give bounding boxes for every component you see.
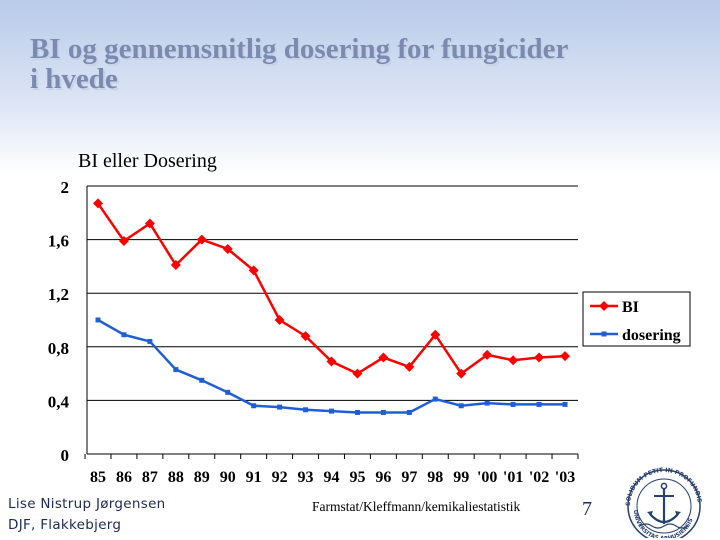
y-tick-label: 0,4 <box>48 392 70 411</box>
y-tick-label: 2 <box>61 178 70 197</box>
chart-legend: BI dosering <box>582 291 691 347</box>
data-point-dosering <box>536 401 542 407</box>
x-tick-label: 91 <box>246 469 262 486</box>
data-point-dosering <box>173 367 179 373</box>
footer-author: Lise Nistrup Jørgensen <box>8 496 166 512</box>
x-tick-label: '01 <box>503 469 523 486</box>
x-tick-label: 90 <box>220 469 236 486</box>
footer-author-block: Lise Nistrup Jørgensen DJF, Flakkebjerg <box>8 494 166 536</box>
data-point-bi <box>456 368 467 379</box>
legend-label-bi: BI <box>622 299 639 316</box>
data-point-dosering <box>225 389 231 395</box>
x-tick-label: 94 <box>324 469 340 486</box>
legend-box <box>582 291 691 347</box>
x-tick-label: 96 <box>375 469 391 486</box>
data-point-bi <box>118 235 129 246</box>
page-number: 7 <box>582 498 592 520</box>
x-tick-label: 86 <box>116 469 132 486</box>
data-point-dosering <box>329 408 334 414</box>
series-bi <box>93 198 570 379</box>
x-tick-label: '03 <box>555 469 575 486</box>
data-point-dosering <box>199 377 205 383</box>
chart-series <box>93 198 570 415</box>
footer-affiliation: DJF, Flakkebjerg <box>8 517 122 533</box>
series-line-bi <box>96 202 566 376</box>
data-point-bi <box>222 243 233 254</box>
y-tick-label: 0 <box>61 446 70 465</box>
data-point-dosering <box>354 409 360 415</box>
series-dosering <box>95 317 568 415</box>
chart-axes <box>84 186 579 459</box>
y-tick-label: 1,2 <box>48 285 69 304</box>
data-point-dosering <box>251 403 257 409</box>
data-point-bi <box>300 331 311 342</box>
data-point-bi <box>508 355 519 366</box>
data-point-dosering <box>380 409 386 415</box>
data-point-bi <box>170 260 181 271</box>
data-point-bi <box>352 368 363 379</box>
slide-title-line-2: i hvede <box>30 63 118 95</box>
legend-marker-bi <box>599 301 609 311</box>
x-tick-label: 93 <box>298 469 314 486</box>
data-point-bi <box>430 329 441 340</box>
slide-title-line-1: BI og gennemsnitlig dosering for fungici… <box>30 33 569 65</box>
data-point-bi <box>378 352 389 363</box>
x-tick-label: '02 <box>529 469 549 486</box>
data-point-dosering <box>432 396 438 402</box>
data-point-dosering <box>510 401 516 407</box>
data-point-dosering <box>121 332 127 338</box>
data-point-dosering <box>303 407 309 413</box>
x-tick-label: 95 <box>349 469 365 486</box>
y-tick-label: 0,8 <box>48 339 69 358</box>
x-tick-labels: 85 86 87 88 89 90 91 92 93 94 95 96 97 98 99 '00 '01 '02 '… <box>90 469 575 486</box>
x-tick-label: 88 <box>168 469 184 486</box>
university-seal-logo: SOLIDUM PETIT IN PROFUNDIS UNIVERSITAS A… <box>625 467 703 538</box>
x-tick-label: 99 <box>453 469 469 486</box>
data-point-bi <box>404 361 415 372</box>
data-point-bi <box>196 234 207 245</box>
slide-title: BI og gennemsnitlig dosering for fungici… <box>30 34 710 94</box>
data-point-dosering <box>484 400 490 406</box>
data-point-bi <box>560 351 570 362</box>
x-tick-label: 98 <box>427 469 443 486</box>
legend-marker-dosering <box>601 331 607 337</box>
data-point-dosering <box>147 338 153 344</box>
y-tick-label: 1,6 <box>48 232 69 251</box>
x-tick-label: 92 <box>272 469 288 486</box>
legend-label-dosering: dosering <box>622 327 681 344</box>
data-point-bi <box>326 356 337 367</box>
chart-gridlines <box>87 185 578 401</box>
data-point-dosering <box>458 403 464 409</box>
data-point-dosering <box>562 401 568 407</box>
data-point-dosering <box>406 409 412 415</box>
data-point-bi <box>274 315 285 325</box>
x-tick-label: '00 <box>477 469 497 486</box>
x-tick-label: 87 <box>142 469 158 486</box>
footer-source: Farmstat/Kleffmann/kemikaliestatistik <box>312 499 521 514</box>
data-point-dosering <box>95 317 101 323</box>
data-point-dosering <box>277 404 283 410</box>
data-point-bi <box>144 218 155 229</box>
chart-title: BI eller Dosering <box>78 150 217 172</box>
data-point-bi <box>93 198 103 209</box>
x-tick-label: 85 <box>90 469 106 486</box>
x-tick-label: 89 <box>194 469 210 486</box>
data-point-bi <box>248 265 259 276</box>
data-point-bi <box>534 352 545 363</box>
y-tick-labels: 0 0,4 0,8 1,2 1,6 2 <box>48 178 70 465</box>
data-point-bi <box>482 349 493 360</box>
x-tick-label: 97 <box>401 469 417 486</box>
